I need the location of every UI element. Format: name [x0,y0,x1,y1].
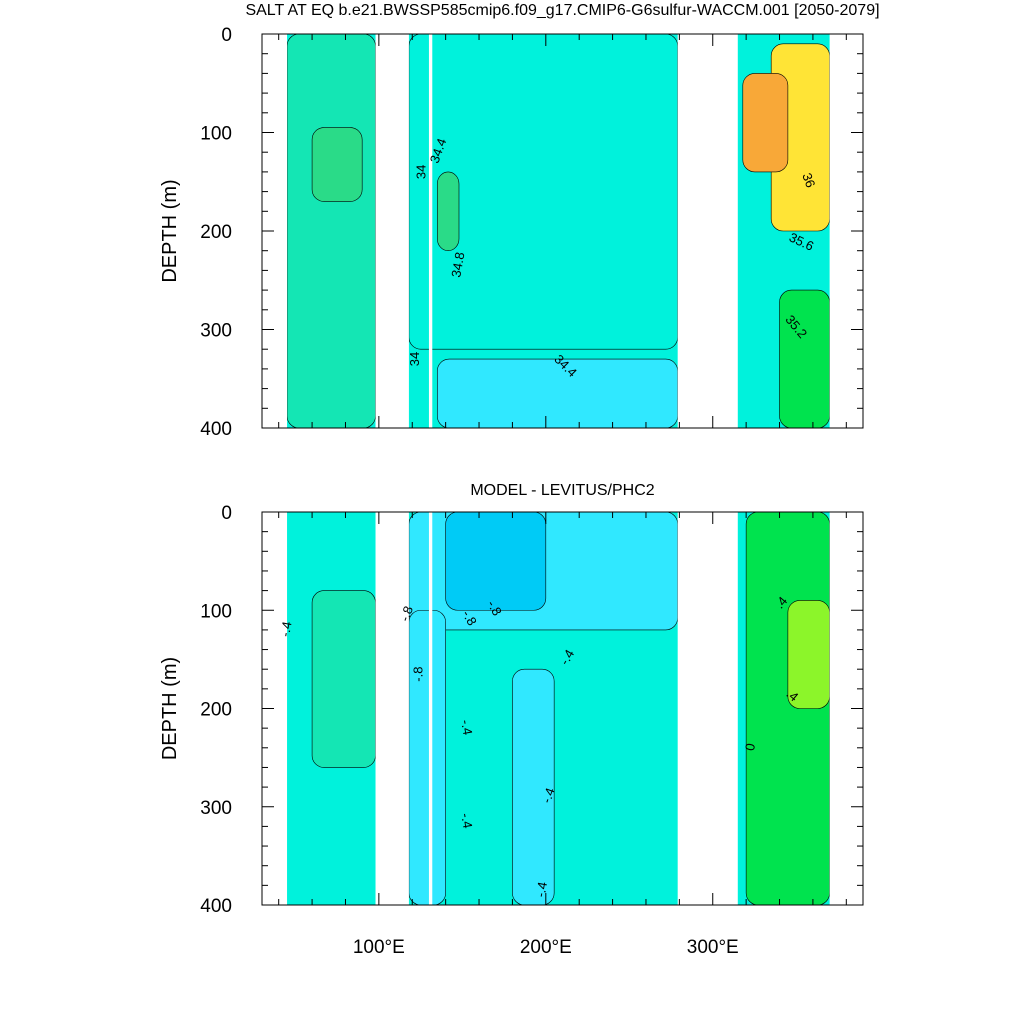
y-axis-label: DEPTH (m) [159,657,181,760]
region-pacific-western-column [408,609,446,906]
y-tick-label: 100 [200,601,232,622]
contour-label: 34.8 [448,251,467,279]
x-tick-label: 100°E [353,937,405,958]
y-tick-label: 0 [221,25,232,46]
land-gap [677,511,738,906]
contour-label: -.8 [397,604,416,623]
contour-label: -.4 [557,647,578,668]
contour-label: 36 [799,171,818,190]
contour-label: 34 [414,165,429,179]
region-indian-anomaly-core [311,590,376,768]
region-atlantic-green-deep [779,289,830,429]
contour-label: -.4 [277,620,294,638]
x-tick-label: 200°E [520,937,572,958]
y-tick-label: 300 [200,321,232,342]
contour-label: 34 [407,352,422,366]
land-gap [677,33,738,429]
y-tick-label: 100 [200,124,232,145]
contour-label: -.8 [484,598,505,619]
region-indian-high-salinity-core [311,127,363,202]
region-pacific-western-core [436,171,460,251]
y-tick-label: 200 [200,222,232,243]
y-tick-label: 0 [221,503,232,524]
region-pacific-strong-negative [445,511,547,611]
y-tick-label: 400 [200,419,232,440]
land-gap [375,33,409,429]
y-tick-label: 300 [200,798,232,819]
contour-label: -.4 [539,786,558,805]
land-gap [428,33,433,429]
contour-label: 0 [742,742,758,752]
contour-label: -.4 [458,812,475,830]
x-tick-label: 300°E [687,937,739,958]
contour-label: -.8 [410,667,425,682]
contour-label: -.4 [458,719,475,737]
y-tick-label: 400 [200,896,232,917]
region-pacific-central-column [512,668,555,906]
region-atlantic-orange-core [742,73,789,173]
panel-1: SALT AT EQ b.e21.BWSSP585cmip6.f09_g17.C… [159,2,880,440]
region-pacific-deep-layer [436,358,678,429]
panel-2: MODEL - LEVITUS/PHC2-.4-.8 -.8 -.8-.8-.4-.… [159,482,864,958]
chart-title: SALT AT EQ b.e21.BWSSP585cmip6.f09_g17.C… [245,2,879,19]
contour-label: -.4 [533,881,550,899]
contour-label: -.8 [459,608,480,629]
y-tick-label: 200 [200,700,232,721]
land-gap [375,511,409,906]
land-gap [428,511,433,906]
chart-title: MODEL - LEVITUS/PHC2 [470,482,654,499]
y-axis-label: DEPTH (m) [159,179,181,282]
region-western-indian-background [286,33,376,429]
